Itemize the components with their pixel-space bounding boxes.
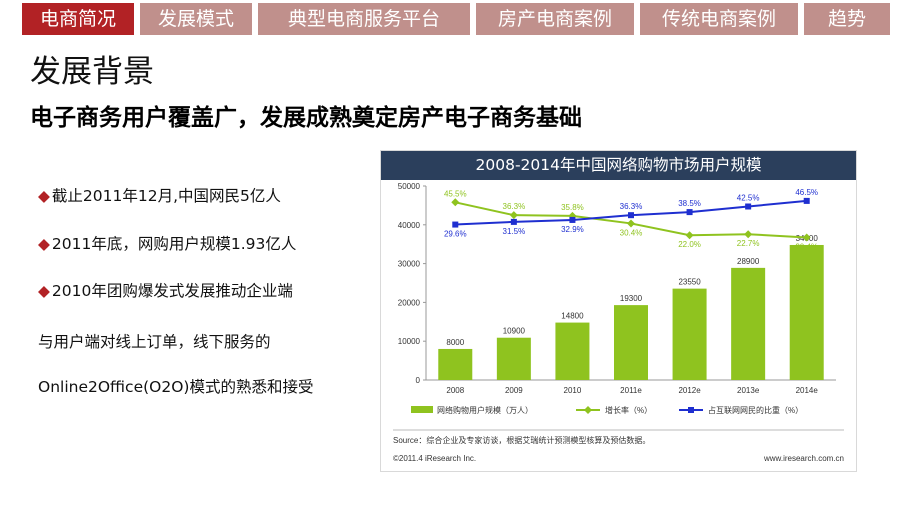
y-tick-label: 10000 <box>398 337 421 346</box>
bullet-item: ◆ 2010年团购爆发式发展推动企业端 <box>38 279 293 303</box>
share-of-netizens-point <box>510 218 517 225</box>
x-tick-label: 2014e <box>796 386 819 395</box>
bar-value-label: 19300 <box>620 294 643 303</box>
share-of-netizens-label: 31.5% <box>503 227 526 236</box>
growth-rate-label: 30.4% <box>620 228 643 237</box>
bar-value-label: 23550 <box>678 278 701 287</box>
growth-rate-point <box>744 230 753 239</box>
share-of-netizens-point <box>628 212 634 219</box>
y-tick-label: 20000 <box>398 298 421 307</box>
chart-copyright: ©2011.4 iResearch Inc. <box>393 454 476 463</box>
tab-development-model[interactable]: 发展模式 <box>140 3 252 35</box>
bar-2008 <box>438 348 473 380</box>
growth-rate-point <box>685 231 694 240</box>
tab-trends[interactable]: 趋势 <box>804 3 890 35</box>
user-scale-chart: 0 10000 20000 30000 40000 50000 8000 2008 10900 2… <box>393 182 844 463</box>
chart-card: 2008-2014年中国网络购物市场用户规模 0 10000 20000 30000 4… <box>381 151 856 471</box>
bar-value-label: 28900 <box>737 257 760 266</box>
legend-label: 网络购物用户规模（万人） <box>437 405 533 415</box>
growth-rate-label: 45.5% <box>444 189 467 198</box>
growth-rate-label: 22.7% <box>737 239 760 248</box>
legend-bar-swatch <box>411 406 433 413</box>
x-tick-label: 2008 <box>446 386 464 395</box>
growth-rate-point <box>627 219 635 228</box>
share-of-netizens-label: 46.5% <box>795 188 818 197</box>
share-of-netizens-label: 32.9% <box>561 225 584 234</box>
bar-2010 <box>555 322 590 380</box>
share-of-netizens-label: 36.3% <box>620 202 643 211</box>
growth-rate-label: 36.3% <box>503 202 526 211</box>
chart-website: www.iresearch.com.cn <box>763 454 844 463</box>
share-of-netizens-label: 29.6% <box>444 230 467 239</box>
growth-rate-point <box>509 211 518 220</box>
chart-source: Source：综合企业及专家访谈，根据艾瑞统计预测模型核算及预估数据。 <box>393 435 650 445</box>
y-tick-label: 40000 <box>398 221 421 230</box>
x-tick-label: 2013e <box>737 386 760 395</box>
bar-value-label: 8000 <box>446 338 464 347</box>
bullet-item: ◆ 截止2011年12月,中国网民5亿人 <box>38 184 281 208</box>
bar-2009 <box>496 337 531 380</box>
top-nav: 电商简况 发展模式 典型电商服务平台 房产电商案例 传统电商案例 趋势 <box>0 0 900 38</box>
tab-traditional-cases[interactable]: 传统电商案例 <box>640 3 798 35</box>
share-of-netizens-point <box>569 216 576 223</box>
tab-typical-platforms[interactable]: 典型电商服务平台 <box>258 3 470 35</box>
bar-value-label: 10900 <box>503 327 526 336</box>
bullet-text: 2011年底，网购用户规模1.93亿人 <box>51 235 297 253</box>
share-of-netizens-point <box>452 221 459 228</box>
diamond-bullet-icon: ◆ <box>38 187 50 205</box>
growth-rate-label: 35.8% <box>561 203 584 212</box>
legend-label: 占互联网网民的比重（%） <box>708 405 803 415</box>
y-tick-label: 30000 <box>398 260 421 269</box>
bar-2011e <box>614 305 648 380</box>
share-of-netizens-label: 42.5% <box>737 194 760 203</box>
growth-rate-label: 22.0% <box>678 240 701 249</box>
tab-real-estate-cases[interactable]: 房产电商案例 <box>476 3 634 35</box>
section-title: 发展背景 <box>30 54 154 90</box>
legend-growth-marker <box>584 406 592 414</box>
chart-title: 2008-2014年中国网络购物市场用户规模 <box>381 151 856 180</box>
bullet-text: 2010年团购爆发式发展推动企业端 <box>51 282 293 300</box>
share-of-netizens-point <box>803 197 810 204</box>
share-of-netizens-point <box>686 209 693 216</box>
bullet-text: 截止2011年12月,中国网民5亿人 <box>51 187 281 205</box>
bar-2013e <box>731 267 766 380</box>
bar-value-label: 14800 <box>561 312 584 321</box>
x-tick-label: 2012e <box>678 386 701 395</box>
legend-label: 增长率（%） <box>605 405 652 415</box>
diamond-bullet-icon: ◆ <box>38 235 50 253</box>
y-tick-label: 0 <box>416 376 421 385</box>
bullet-continuation: 与用户端对线上订单，线下服务的 <box>38 333 271 351</box>
growth-rate-point <box>451 198 460 207</box>
share-of-netizens-point <box>745 203 752 210</box>
tab-overview[interactable]: 电商简况 <box>22 3 134 35</box>
bar-2012e <box>672 288 707 380</box>
growth-rate-point <box>802 233 811 242</box>
headline: 电子商务用户覆盖广，发展成熟奠定房产电子商务基础 <box>30 105 582 131</box>
y-tick-label: 50000 <box>398 182 421 191</box>
bullet-item: ◆ 2011年底，网购用户规模1.93亿人 <box>38 232 296 256</box>
x-tick-label: 2011e <box>620 386 642 395</box>
legend-share-marker <box>688 407 694 413</box>
x-tick-label: 2009 <box>505 386 523 395</box>
share-of-netizens-label: 38.5% <box>678 199 701 208</box>
bullet-continuation: Online2Office(O2O)模式的熟悉和接受 <box>38 378 314 396</box>
bar-2014e <box>789 244 824 380</box>
x-tick-label: 2010 <box>564 386 582 395</box>
diamond-bullet-icon: ◆ <box>38 282 50 300</box>
growth-rate-label: 20.4% <box>795 242 818 251</box>
